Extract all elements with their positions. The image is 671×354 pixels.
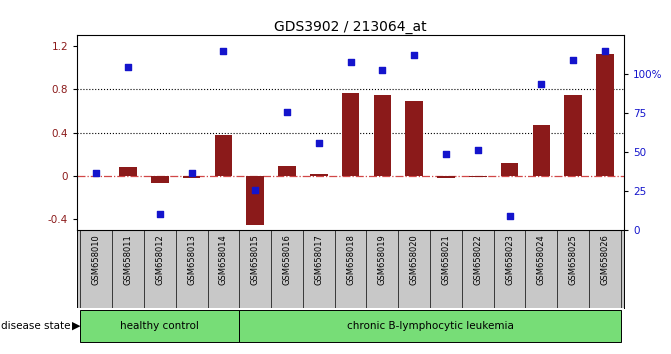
Text: GSM658010: GSM658010 [92,234,101,285]
Text: GSM658017: GSM658017 [314,234,323,285]
Text: chronic B-lymphocytic leukemia: chronic B-lymphocytic leukemia [347,321,513,331]
Point [123,64,134,70]
Bar [564,95,582,176]
Bar [151,176,168,183]
Text: GSM658019: GSM658019 [378,234,387,285]
Bar [246,176,264,225]
Text: GSM658012: GSM658012 [155,234,164,285]
Text: GSM658022: GSM658022 [473,234,482,285]
Bar [533,125,550,176]
Bar [597,54,614,176]
Text: healthy control: healthy control [120,321,199,331]
Bar [215,135,232,176]
Bar [240,310,621,342]
Text: disease state: disease state [1,321,70,331]
Bar [183,176,201,178]
Bar [437,176,455,178]
Text: GSM658026: GSM658026 [601,234,609,285]
Text: GSM658013: GSM658013 [187,234,196,285]
Point [91,170,101,175]
Point [282,109,293,115]
Bar [310,174,327,176]
Point [409,52,419,58]
Point [568,57,578,63]
Point [218,48,229,54]
Text: GSM658020: GSM658020 [410,234,419,285]
Bar [119,167,137,176]
Text: GSM658025: GSM658025 [568,234,578,285]
Point [346,59,356,65]
Point [536,81,547,87]
Text: GSM658016: GSM658016 [282,234,291,285]
Point [154,211,165,217]
Text: GSM658021: GSM658021 [442,234,450,285]
Bar [469,176,486,177]
Point [600,48,611,54]
Point [187,170,197,175]
Point [377,68,388,73]
Text: GSM658023: GSM658023 [505,234,514,285]
Bar [278,166,296,176]
Text: GSM658014: GSM658014 [219,234,228,285]
Point [472,147,483,153]
Text: GSM658015: GSM658015 [251,234,260,285]
Point [250,187,260,193]
Point [441,151,452,156]
Bar [501,163,518,176]
Text: GSM658024: GSM658024 [537,234,546,285]
Title: GDS3902 / 213064_at: GDS3902 / 213064_at [274,21,427,34]
Text: GSM658018: GSM658018 [346,234,355,285]
Point [313,140,324,146]
Bar [405,101,423,176]
Bar [342,93,360,176]
Bar [81,310,240,342]
Text: ▶: ▶ [72,321,81,331]
Text: GSM658011: GSM658011 [123,234,133,285]
Point [504,213,515,219]
Bar [374,95,391,176]
